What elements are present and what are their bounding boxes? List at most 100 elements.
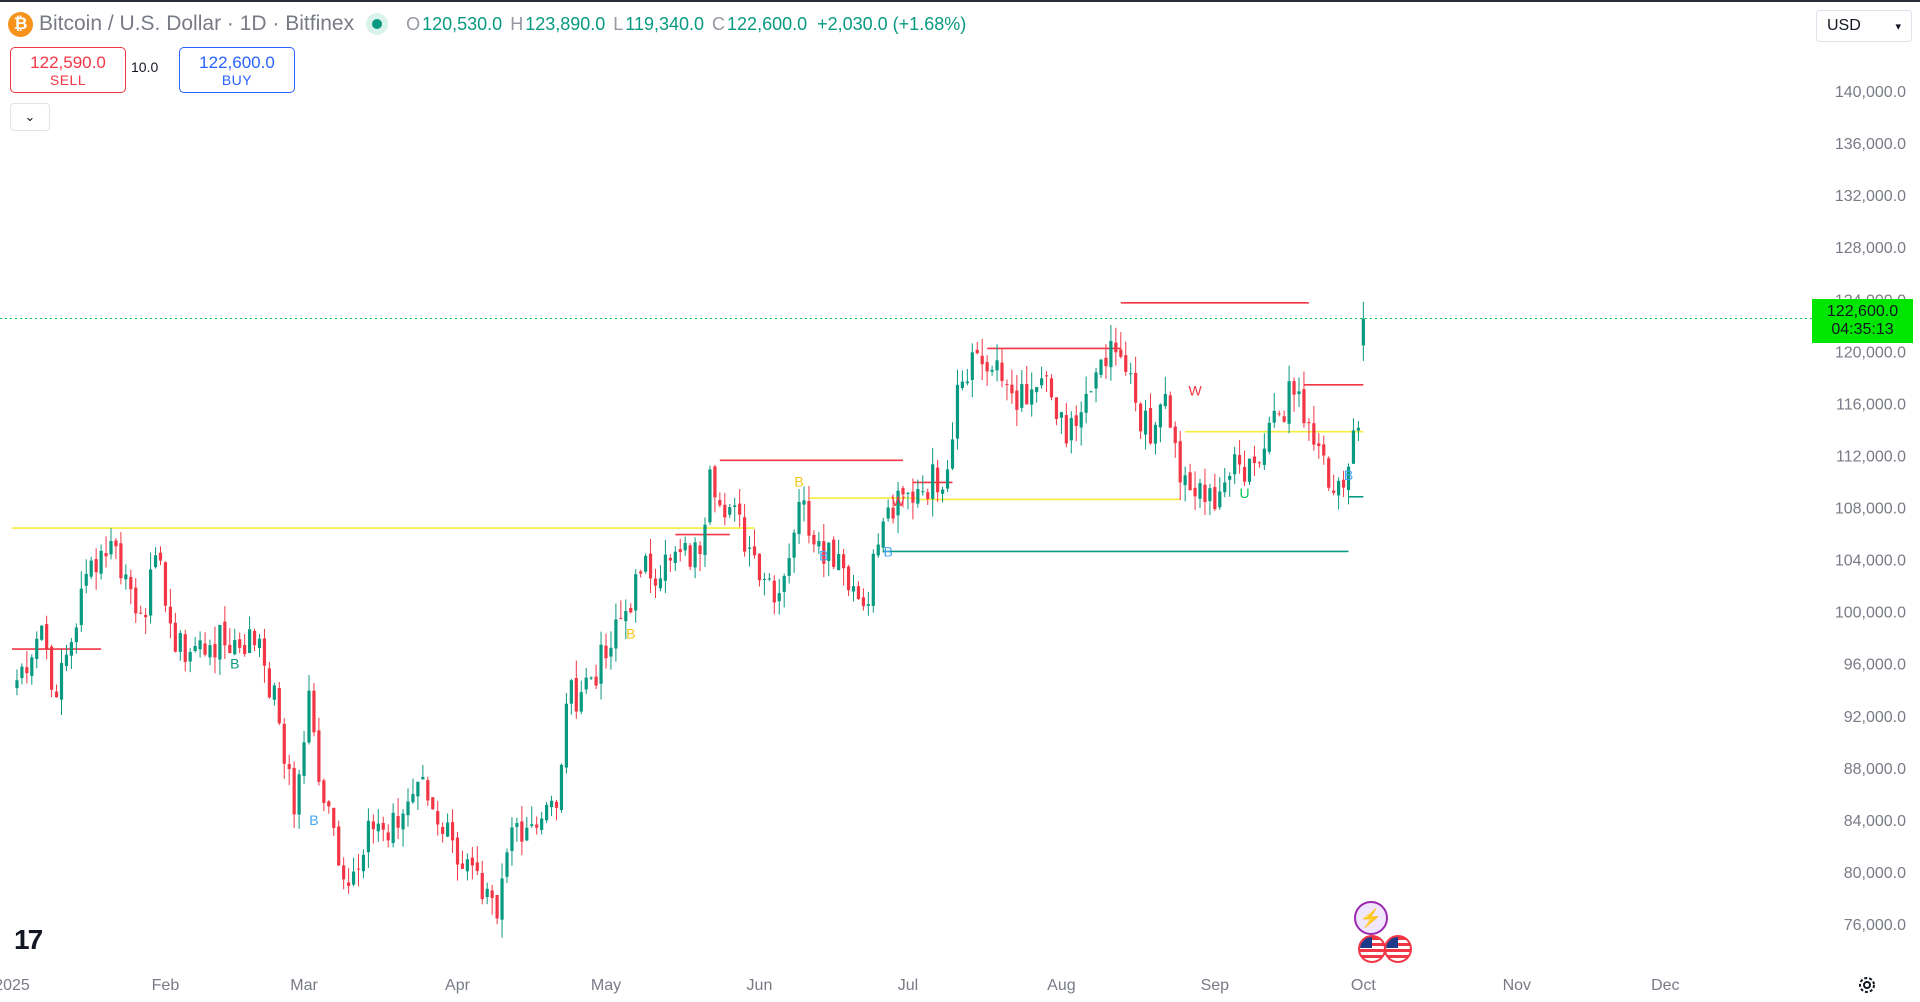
candle: [421, 765, 425, 780]
candle: [129, 569, 133, 605]
candle: [767, 573, 771, 582]
candle: [599, 631, 603, 700]
candle: [124, 564, 128, 590]
candle: [559, 763, 564, 813]
candle: [1035, 386, 1039, 403]
candle: [1089, 390, 1093, 393]
candle: [584, 667, 588, 694]
candle: [59, 649, 64, 716]
candle: [1000, 348, 1004, 388]
candle: [738, 489, 742, 528]
market-open-icon: [366, 13, 389, 35]
candle: [99, 544, 103, 580]
time-tick-label: May: [591, 977, 621, 994]
candle: [1099, 359, 1103, 379]
collapse-trading-button[interactable]: ⌄: [10, 103, 50, 131]
candle: [945, 460, 950, 492]
candle: [644, 553, 648, 574]
signal-markers: B B B B B B W W U B: [230, 382, 1353, 828]
candle: [1272, 393, 1276, 428]
candle: [1015, 375, 1019, 427]
candle: [941, 486, 945, 503]
candle: [916, 479, 920, 508]
signal-marker: W: [1188, 382, 1202, 398]
candle: [277, 682, 281, 726]
time-tick-label: Jun: [747, 977, 773, 994]
candle: [1094, 367, 1098, 403]
candle: [960, 370, 964, 391]
us-flag-icon[interactable]: [1384, 935, 1412, 963]
candle: [54, 684, 59, 698]
candle: [114, 538, 118, 560]
candle: [1282, 410, 1286, 423]
candle: [678, 539, 682, 562]
gear-icon[interactable]: [1856, 974, 1878, 996]
candle: [1069, 411, 1073, 454]
candle: [881, 517, 885, 553]
candle: [376, 809, 380, 842]
buy-button[interactable]: 122,600.0 BUY: [179, 47, 295, 93]
candle: [1302, 371, 1306, 428]
signal-marker: B: [1344, 467, 1353, 483]
candle: [515, 817, 519, 842]
candle: [629, 603, 633, 614]
candle: [1238, 439, 1242, 474]
candle: [1242, 450, 1247, 487]
candle: [1361, 301, 1365, 361]
candle: [708, 465, 712, 525]
price-tick-label: 104,000.0: [1835, 553, 1906, 570]
candle: [396, 798, 400, 840]
candle: [535, 816, 539, 835]
time-tick-label: Aug: [1047, 977, 1075, 994]
candle: [787, 543, 791, 584]
candle: [233, 628, 237, 656]
currency-value: USD: [1827, 17, 1861, 34]
candle: [624, 599, 628, 639]
candle: [317, 717, 321, 786]
candle: [554, 799, 559, 821]
sell-button[interactable]: 122,590.0 SELL: [10, 47, 126, 93]
candle: [807, 486, 811, 544]
candle: [747, 535, 752, 567]
candle: [1005, 379, 1009, 401]
candle: [69, 637, 73, 670]
candle: [589, 676, 593, 680]
lightning-icon[interactable]: ⚡: [1354, 901, 1388, 935]
candle: [1228, 472, 1232, 497]
candle: [149, 552, 153, 624]
candle: [292, 761, 296, 828]
candle: [1178, 430, 1182, 501]
symbol-title[interactable]: Bitcoin / U.S. Dollar · 1D · Bitfinex: [39, 12, 355, 35]
candle: [1183, 466, 1187, 502]
price-tick-label: 100,000.0: [1835, 605, 1906, 622]
price-tick-label: 128,000.0: [1835, 240, 1906, 257]
last-price-value: 122,600.0: [1826, 303, 1899, 320]
candle: [1277, 410, 1281, 417]
tradingview-logo[interactable]: 17: [14, 924, 43, 955]
candle: [757, 553, 762, 587]
candle: [1346, 463, 1351, 505]
currency-select[interactable]: USD ▾: [1816, 10, 1912, 42]
candle: [723, 493, 727, 526]
candle: [1257, 461, 1261, 468]
candle: [475, 846, 479, 876]
us-flag-icon[interactable]: [1358, 935, 1386, 963]
candle: [619, 600, 623, 620]
candle: [683, 536, 687, 556]
candle: [178, 630, 182, 661]
candle: [1198, 478, 1202, 509]
high-value: 123,890.0: [525, 13, 606, 34]
candle: [272, 682, 276, 706]
candle: [1351, 418, 1356, 464]
candle: [426, 776, 430, 806]
candle: [1312, 405, 1316, 451]
candle: [282, 718, 286, 779]
candle: [777, 579, 781, 615]
candle: [975, 342, 979, 355]
buy-price: 122,600.0: [199, 52, 275, 72]
candle: [213, 626, 217, 674]
candle: [1233, 446, 1237, 485]
candle: [1163, 376, 1167, 409]
candle: [1193, 471, 1197, 511]
